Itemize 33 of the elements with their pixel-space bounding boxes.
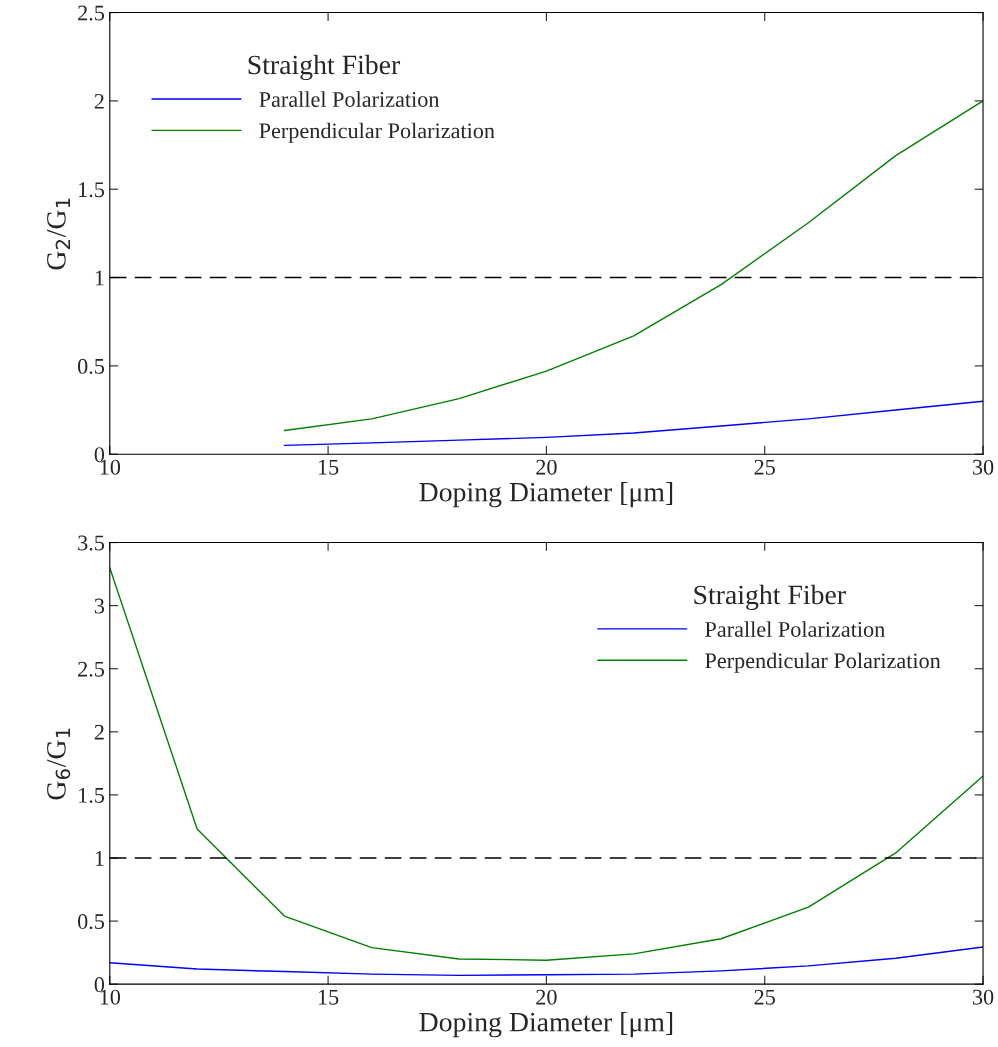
x-tick-label: 20 — [536, 459, 557, 475]
x-tick-label: 25 — [754, 989, 775, 1005]
y-tick-label: 1.5 — [79, 787, 105, 803]
legend-label: Perpendicular Polarization — [705, 652, 941, 673]
x-axis-title: Doping Diameter [μm] — [419, 482, 673, 508]
x-tick-label: 25 — [754, 459, 775, 475]
line-series — [109, 946, 984, 977]
x-tick-label: 20 — [536, 989, 557, 1005]
x-tick-label: 30 — [972, 989, 994, 1005]
x-tick-label: 30 — [972, 459, 994, 475]
y-tick-label: 0.5 — [77, 914, 105, 930]
legend-label: Parallel Polarization — [259, 91, 440, 107]
y-tick-label: 0.5 — [77, 358, 105, 374]
line-series — [283, 400, 984, 447]
y-tick-label: 3 — [94, 598, 105, 614]
legend-title: Straight Fiber — [694, 584, 846, 611]
x-tick-label: 15 — [318, 989, 339, 1005]
y-tick-label: 1 — [95, 270, 104, 286]
x-tick-label: 15 — [318, 459, 339, 475]
x-axis-title: Doping Diameter [μm] — [419, 1011, 673, 1038]
legend-label: Parallel Polarization — [705, 621, 885, 637]
y-axis-title: G$_{2}$/G$_{1}$ — [47, 198, 71, 270]
line-series — [109, 567, 984, 961]
y-tick-label: 1 — [95, 851, 104, 866]
y-tick-label: 2.5 — [78, 5, 105, 21]
legend-title: Straight Fiber — [248, 54, 401, 81]
y-tick-label: 2 — [94, 93, 104, 109]
y-tick-label: 3.5 — [78, 535, 105, 551]
y-tick-label: 1.5 — [79, 182, 105, 198]
y-tick-label: 2.5 — [78, 661, 105, 677]
y-axis-title: G$_{6}$/G$_{1}$ — [47, 728, 71, 800]
legend-label: Perpendicular Polarization — [259, 122, 495, 143]
y-tick-label: 2 — [94, 724, 104, 740]
